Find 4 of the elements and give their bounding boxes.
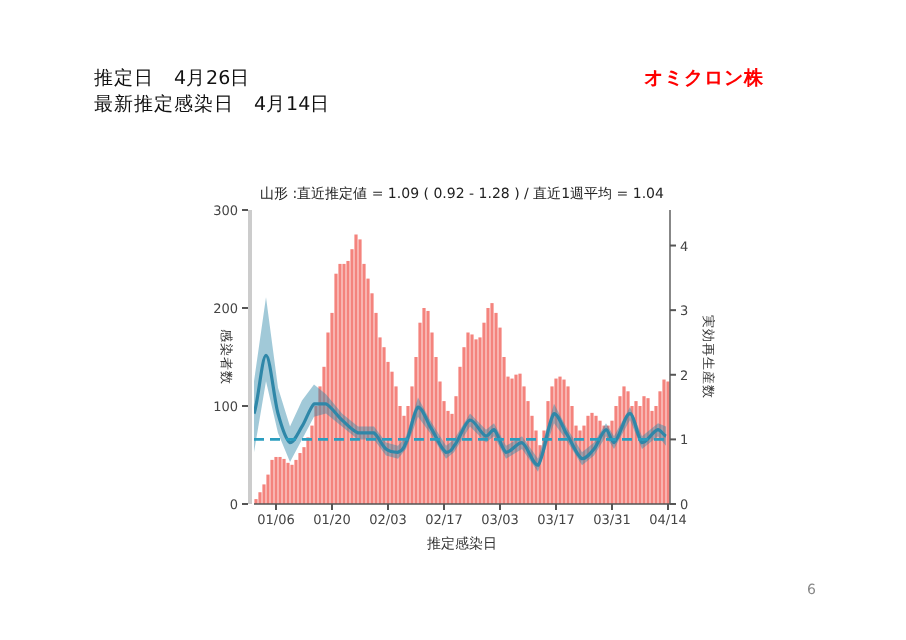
- text: オミクロン株: [644, 66, 766, 90]
- text: 推定日 4月26日: [94, 66, 251, 90]
- text: 最新推定感染日 4月14日: [94, 92, 331, 116]
- line-series: [254, 353, 668, 467]
